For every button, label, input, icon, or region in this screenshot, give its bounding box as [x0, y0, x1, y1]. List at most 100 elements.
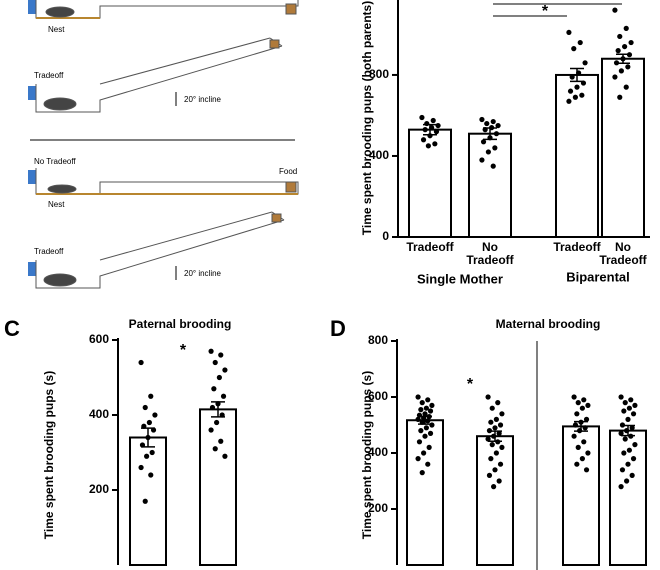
data-point — [617, 33, 623, 40]
data-point — [575, 444, 581, 450]
y-tick-label: 400 — [368, 445, 388, 459]
data-point — [615, 48, 621, 54]
data-point — [621, 450, 627, 456]
data-point — [146, 419, 152, 426]
data-point — [581, 397, 587, 403]
data-point — [617, 94, 623, 100]
data-point — [485, 436, 491, 442]
chart-title: Paternal brooding — [129, 317, 232, 331]
data-point — [625, 64, 631, 70]
diagram-label: Nest — [48, 200, 65, 209]
y-tick-label: 400 — [369, 148, 389, 162]
bar — [476, 435, 514, 567]
significance: * — [542, 3, 549, 20]
data-point — [423, 405, 429, 411]
data-point — [426, 444, 432, 450]
data-point — [496, 478, 502, 484]
data-point — [577, 39, 583, 46]
y-tick-label: 600 — [89, 332, 109, 346]
y-tick-label: 0 — [382, 229, 389, 243]
data-point — [419, 400, 425, 406]
data-point — [632, 402, 638, 408]
data-point — [421, 450, 427, 456]
data-point — [583, 416, 590, 422]
data-point — [582, 425, 588, 431]
data-point — [416, 439, 423, 445]
data-point — [415, 456, 421, 462]
data-point — [574, 84, 580, 90]
data-point — [432, 141, 438, 147]
data-point — [208, 348, 214, 354]
diagram-label: Food — [279, 167, 297, 176]
data-point — [622, 43, 628, 50]
data-point — [630, 456, 637, 462]
data-point — [572, 422, 579, 428]
data-point — [572, 94, 578, 100]
data-point — [212, 359, 218, 366]
data-point — [566, 98, 572, 104]
bar — [601, 57, 645, 238]
data-point — [212, 446, 218, 452]
data-point — [628, 397, 634, 403]
y-tick-label: 800 — [368, 333, 388, 347]
diagram-label: 20° incline — [184, 269, 222, 278]
data-point — [222, 453, 228, 459]
data-point — [566, 29, 572, 36]
diagram-label: Tradeoff — [34, 71, 64, 80]
data-point — [480, 139, 487, 145]
data-point — [152, 412, 158, 418]
data-point — [149, 449, 155, 456]
data-point — [492, 467, 498, 473]
data-point — [418, 428, 424, 434]
error-bar — [423, 123, 437, 136]
data-point — [628, 39, 634, 46]
data-point — [571, 433, 577, 439]
y-axis-label: Time spent brooding pups (s) — [42, 371, 56, 539]
y-tick-label: 600 — [368, 389, 388, 403]
data-point — [490, 163, 496, 169]
group-label: Biparental — [566, 269, 630, 284]
data-point — [621, 408, 627, 414]
data-point — [216, 374, 222, 381]
data-point — [569, 74, 575, 80]
data-point — [489, 442, 495, 448]
data-point — [214, 419, 220, 426]
data-point — [425, 143, 431, 149]
data-point — [632, 442, 638, 448]
data-point — [623, 84, 629, 90]
data-point — [218, 352, 224, 358]
panel-letter: C — [4, 316, 20, 341]
data-point — [497, 461, 504, 467]
data-point — [148, 472, 154, 478]
bar — [406, 419, 444, 566]
data-point — [624, 478, 630, 484]
data-point — [618, 484, 624, 490]
data-point — [424, 120, 430, 127]
y-tick-label: 200 — [89, 482, 109, 496]
error-bar — [574, 420, 588, 432]
data-point — [493, 131, 500, 137]
chart-title: Maternal brooding — [496, 317, 601, 331]
error-bar — [211, 401, 225, 418]
error-bar — [141, 427, 155, 448]
data-point — [625, 416, 631, 422]
data-point — [618, 68, 624, 74]
data-point — [435, 122, 441, 129]
data-point — [415, 416, 421, 422]
y-tick-label: 800 — [369, 67, 389, 81]
data-point — [492, 425, 498, 431]
data-point — [574, 411, 580, 417]
data-point — [579, 92, 585, 98]
data-point — [208, 427, 214, 433]
data-point — [612, 7, 618, 13]
data-point — [581, 439, 587, 445]
data-point — [492, 145, 498, 151]
data-point — [419, 114, 425, 121]
data-point — [479, 157, 485, 163]
data-point — [427, 408, 434, 414]
data-point — [489, 405, 495, 411]
y-axis-label: Time spent brooding pups (both parents) — [360, 1, 374, 235]
error-bar — [488, 430, 502, 442]
